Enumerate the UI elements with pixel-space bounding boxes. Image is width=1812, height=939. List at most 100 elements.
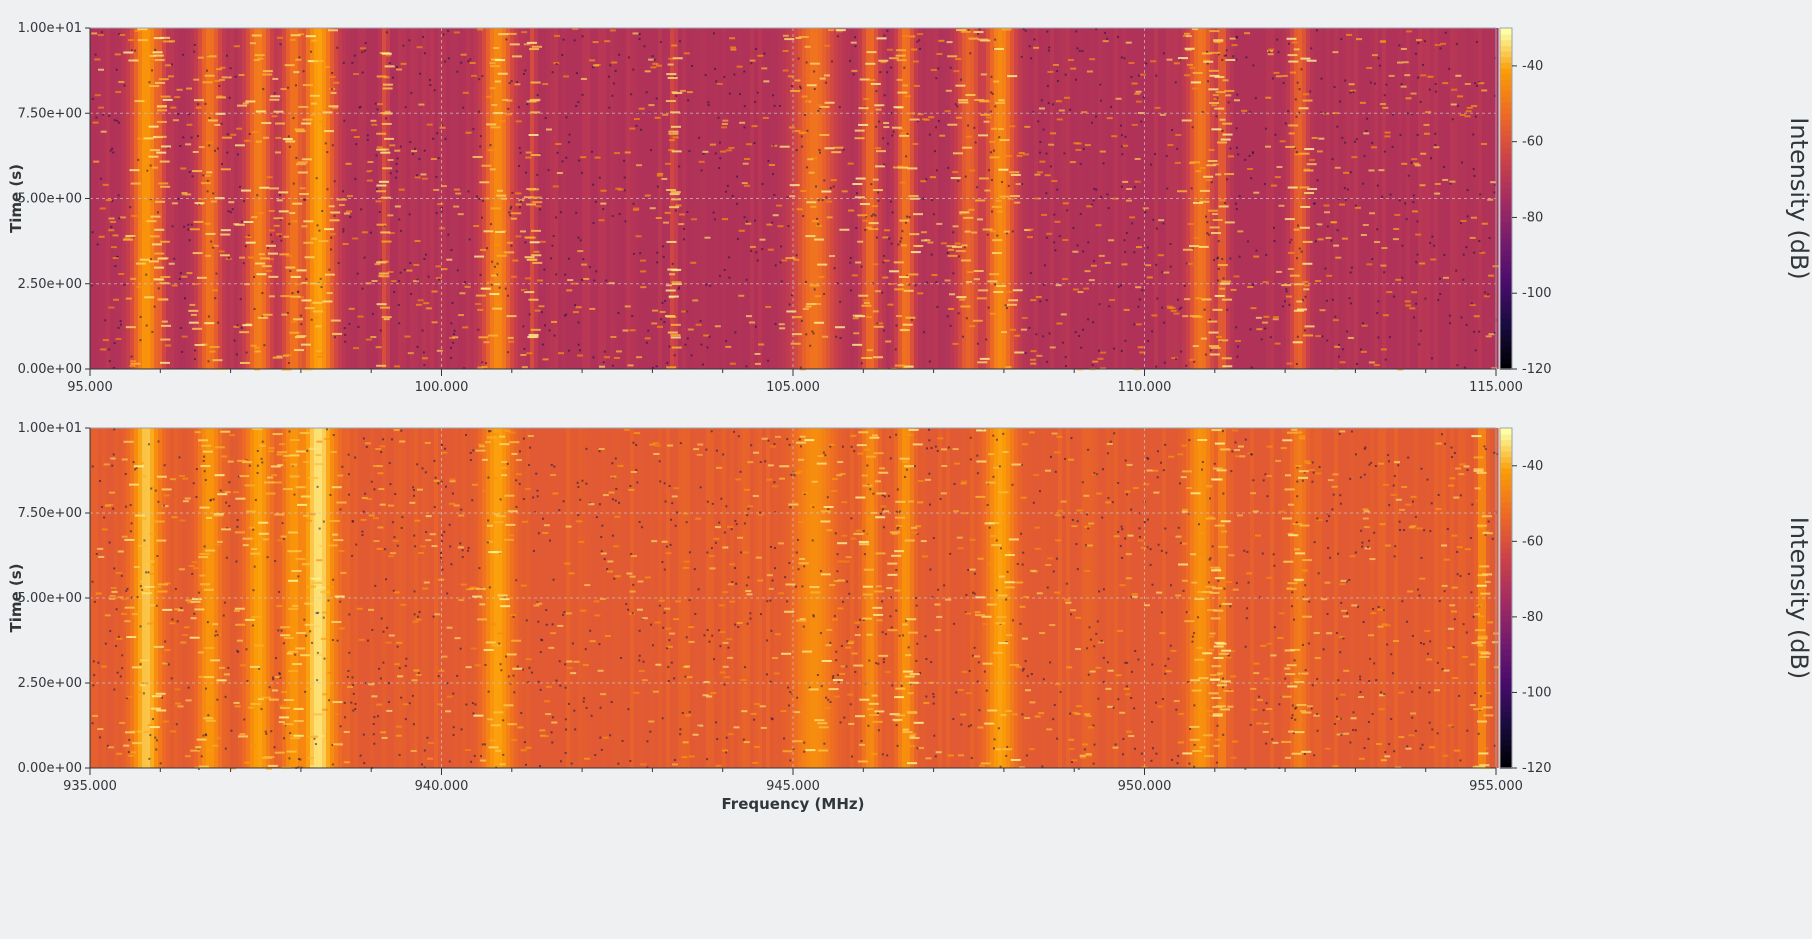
heatmap-cell [106,744,109,747]
heatmap-cell [239,256,246,259]
heatmap-cell [462,91,469,94]
heatmap-cell [910,732,917,735]
heatmap-cell [1296,308,1307,311]
heatmap-cell [365,445,368,448]
heatmap-cell [349,215,352,218]
heatmap-cell [361,530,364,533]
heatmap-cell [187,601,194,604]
heatmap-cell [1463,366,1466,369]
heatmap-cell [1476,604,1483,607]
heatmap-cell [401,516,404,519]
heatmap-cell [497,632,504,635]
heatmap-cell [821,190,832,193]
colorbar-swatch [1500,340,1512,348]
heatmap-column [1406,428,1411,768]
heatmap-cell [299,193,310,196]
heatmap-cell [583,277,590,280]
heatmap-cell [607,560,614,563]
heatmap-cell [300,343,311,346]
heatmap-cell [295,283,302,286]
heatmap-cell [974,98,985,101]
heatmap-cell [446,626,453,629]
heatmap-cell [1247,240,1250,243]
heatmap-column [1442,428,1447,768]
heatmap-cell [1300,68,1303,71]
heatmap-cell [658,599,665,602]
heatmap-column [362,28,367,369]
heatmap-cell [378,260,389,263]
heatmap-cell [1332,765,1339,768]
heatmap-cell [651,540,658,543]
heatmap-cell [1011,713,1018,716]
colorbar-swatch [1500,317,1512,325]
heatmap-cell [108,541,111,544]
heatmap-cell [837,560,844,563]
heatmap-cell [447,29,450,32]
heatmap-cell [436,132,439,135]
heatmap-cell [137,461,144,464]
heatmap-cell [667,76,678,79]
heatmap-cell [639,252,642,255]
heatmap-cell [613,152,620,155]
heatmap-cell [1374,465,1377,468]
heatmap-cell [776,204,783,207]
heatmap-cell [355,143,358,146]
heatmap-cell [1450,103,1457,106]
heatmap-cell [157,440,160,443]
heatmap-cell [333,214,336,217]
heatmap-cell [880,61,887,64]
heatmap-cell [416,488,423,491]
heatmap-cell [1266,576,1273,579]
heatmap-cell [116,637,123,640]
heatmap-cell [652,442,659,445]
heatmap-cell [1079,212,1082,215]
heatmap-cell [495,303,502,306]
heatmap-cell [152,51,163,54]
heatmap-cell [1415,302,1418,305]
heatmap-cell [863,98,870,101]
heatmap-cell [1346,330,1349,333]
heatmap-cell [1344,141,1347,144]
heatmap-cell [902,34,909,37]
heatmap-cell [1100,639,1103,642]
heatmap-cell [1336,125,1339,128]
heatmap-cell [800,319,803,322]
heatmap-cell [870,82,881,85]
heatmap-cell [302,70,305,73]
heatmap-cell [728,146,735,149]
heatmap-cell [808,171,815,174]
heatmap-cell [1209,632,1216,635]
heatmap-cell [589,59,596,62]
heatmap-cell [875,108,882,111]
heatmap-cell [511,212,522,215]
heatmap-cell [558,660,561,663]
heatmap-cell [1221,257,1224,260]
heatmap-column [1046,428,1051,768]
heatmap-cell [1056,557,1059,560]
heatmap-cell [114,53,121,56]
heatmap-cell [376,703,383,706]
heatmap-cell [667,268,678,271]
heatmap-cell [353,54,356,57]
heatmap-cell [581,279,584,282]
heatmap-cell [794,130,801,133]
heatmap-cell [399,229,402,232]
heatmap-cell [156,211,159,214]
heatmap-cell [129,206,132,209]
heatmap-cell [333,180,336,183]
heatmap-cell [1007,184,1010,187]
heatmap-cell [800,145,803,148]
heatmap-cell [700,169,703,172]
heatmap-cell [947,166,950,169]
heatmap-cell [356,607,363,610]
heatmap-column [1322,28,1327,369]
heatmap-cell [1296,495,1299,498]
heatmap-cell [1456,546,1463,549]
heatmap-cell [735,582,738,585]
heatmap-cell [715,80,718,83]
heatmap-cell [1151,663,1154,666]
heatmap-cell [324,142,327,145]
heatmap-cell [1353,140,1356,143]
heatmap-cell [1363,132,1370,135]
